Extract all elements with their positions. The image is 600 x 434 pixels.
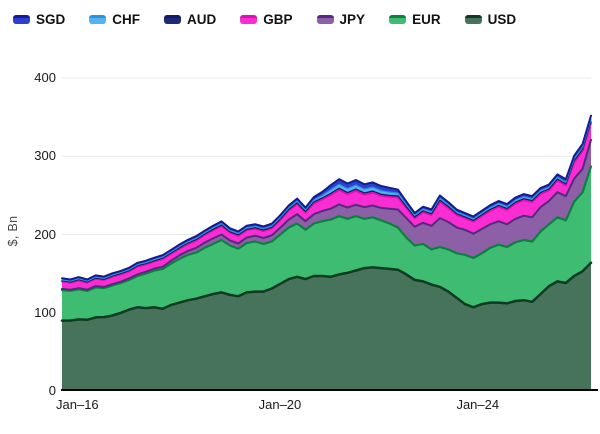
x-tick-label: Jan–16: [56, 397, 99, 412]
legend-label: EUR: [412, 12, 441, 27]
y-tick-label: 300: [34, 148, 56, 164]
line-gbp: [61, 122, 592, 284]
legend-label: CHF: [112, 12, 141, 27]
line-eur: [60, 165, 593, 292]
x-tick-label: Jan–24: [456, 397, 500, 412]
legend-label: GBP: [263, 12, 293, 27]
legend-swatch-icon: [240, 15, 258, 25]
x-tick-label: Jan–20: [258, 397, 302, 412]
legend-label: JPY: [339, 12, 366, 27]
legend-label: AUD: [187, 12, 217, 27]
legend-swatch-icon: [316, 15, 334, 25]
legend-swatch-icon: [389, 15, 407, 25]
legend-swatch-icon: [13, 15, 30, 25]
legend-item-sgd[interactable]: SGD: [13, 13, 65, 27]
legend-item-eur[interactable]: EUR: [389, 13, 441, 27]
legend-item-usd[interactable]: USD: [464, 12, 517, 27]
line-usd: [60, 261, 593, 322]
y-tick-label: 0: [48, 383, 56, 398]
legend-swatch-icon: [89, 15, 107, 25]
area-usd[interactable]: [62, 262, 591, 391]
line-jpy: [61, 138, 592, 291]
y-tick-label: 200: [34, 226, 56, 242]
legend-swatch-icon: [164, 15, 182, 25]
y-tick-label: 400: [34, 70, 56, 85]
legend-label: SGD: [36, 12, 66, 27]
area-eur[interactable]: [62, 166, 591, 321]
chart-legend: SGD CHF AUD GBP JPY EUR USD: [13, 13, 516, 27]
line-aud: [61, 120, 592, 283]
line-sgd: [61, 114, 592, 281]
legend-label: USD: [487, 12, 517, 27]
stacked-area-plot[interactable]: [60, 77, 598, 391]
y-tick-label: 100: [34, 304, 56, 320]
legend-item-chf[interactable]: CHF: [89, 13, 140, 27]
legend-item-aud[interactable]: AUD: [164, 13, 216, 27]
legend-item-gbp[interactable]: GBP: [240, 12, 293, 27]
legend-item-jpy[interactable]: JPY: [316, 12, 366, 27]
line-chf: [61, 118, 592, 282]
plot-area[interactable]: [60, 77, 598, 391]
legend-swatch-icon: [464, 15, 482, 25]
